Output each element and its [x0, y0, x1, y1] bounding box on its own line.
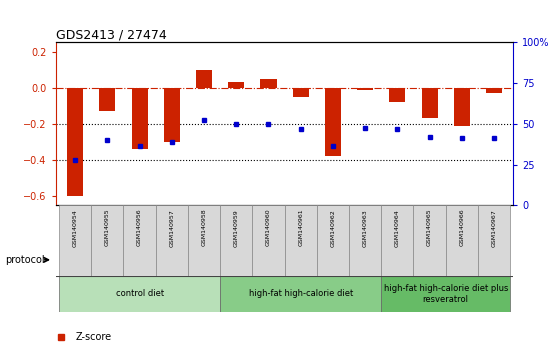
- Text: protocol: protocol: [6, 255, 45, 265]
- Bar: [156, 205, 188, 276]
- Text: GSM140965: GSM140965: [427, 209, 432, 246]
- Bar: [421, 88, 437, 119]
- Bar: [389, 88, 406, 102]
- Bar: [478, 205, 510, 276]
- Bar: [446, 205, 478, 276]
- Bar: [454, 88, 470, 126]
- Text: high-fat high-calorie diet: high-fat high-calorie diet: [248, 289, 353, 298]
- Bar: [99, 88, 116, 111]
- Text: GSM140959: GSM140959: [234, 209, 239, 247]
- Text: control diet: control diet: [116, 289, 163, 298]
- Text: GSM140956: GSM140956: [137, 209, 142, 246]
- Bar: [59, 205, 92, 276]
- Bar: [67, 88, 83, 196]
- Bar: [196, 70, 212, 88]
- Bar: [59, 276, 220, 312]
- Text: GSM140958: GSM140958: [201, 209, 206, 246]
- Bar: [220, 276, 381, 312]
- Text: GSM140954: GSM140954: [73, 209, 78, 247]
- Bar: [132, 88, 148, 149]
- Text: high-fat high-calorie diet plus
resveratrol: high-fat high-calorie diet plus resverat…: [383, 284, 508, 303]
- Text: GSM140960: GSM140960: [266, 209, 271, 246]
- Bar: [357, 88, 373, 90]
- Bar: [220, 205, 252, 276]
- Bar: [317, 205, 349, 276]
- Text: GDS2413 / 27474: GDS2413 / 27474: [56, 28, 166, 41]
- Bar: [163, 88, 180, 142]
- Bar: [261, 79, 277, 88]
- Text: GSM140964: GSM140964: [395, 209, 400, 247]
- Bar: [228, 82, 244, 88]
- Text: GSM140967: GSM140967: [492, 209, 497, 247]
- Text: GSM140957: GSM140957: [169, 209, 174, 247]
- Text: GSM140966: GSM140966: [459, 209, 464, 246]
- Text: GSM140955: GSM140955: [105, 209, 110, 246]
- Bar: [413, 205, 446, 276]
- Bar: [381, 205, 413, 276]
- Text: GSM140961: GSM140961: [298, 209, 303, 246]
- Bar: [252, 205, 285, 276]
- Bar: [292, 88, 309, 97]
- Text: GSM140962: GSM140962: [330, 209, 335, 247]
- Bar: [349, 205, 381, 276]
- Text: GSM140963: GSM140963: [363, 209, 368, 247]
- Bar: [92, 205, 123, 276]
- Bar: [285, 205, 317, 276]
- Bar: [188, 205, 220, 276]
- Bar: [123, 205, 156, 276]
- Bar: [486, 88, 502, 93]
- Bar: [381, 276, 510, 312]
- Text: Z-score: Z-score: [75, 332, 112, 342]
- Bar: [325, 88, 341, 156]
